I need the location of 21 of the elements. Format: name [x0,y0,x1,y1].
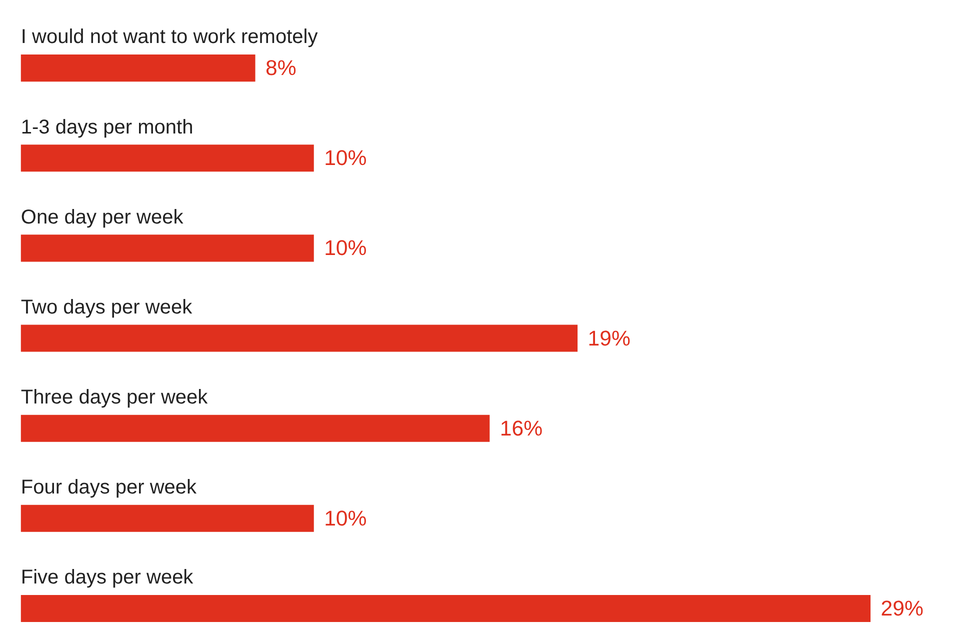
bar [20,54,256,82]
y-tick-label: 1-3 days per month [20,116,194,138]
bar [20,144,314,172]
y-tick-label: I would not want to work remotely [20,26,318,48]
bar [20,414,490,442]
y-tick-label: Five days per week [20,566,194,589]
data-label: 29% [880,596,924,620]
bar [20,234,314,262]
y-tick-label: Two days per week [20,296,194,318]
y-tick-label: Three days per week [20,386,209,409]
data-label: 10% [324,236,367,260]
data-label: 16% [500,416,543,440]
data-label: 19% [588,326,630,350]
data-label: 8% [265,56,296,80]
bar [20,594,871,622]
y-tick-label: One day per week [20,206,184,228]
y-tick-label: Four days per week [20,476,198,499]
bar [20,324,578,352]
data-label: 10% [324,146,367,170]
data-label: 10% [324,506,367,530]
bar [20,504,314,532]
